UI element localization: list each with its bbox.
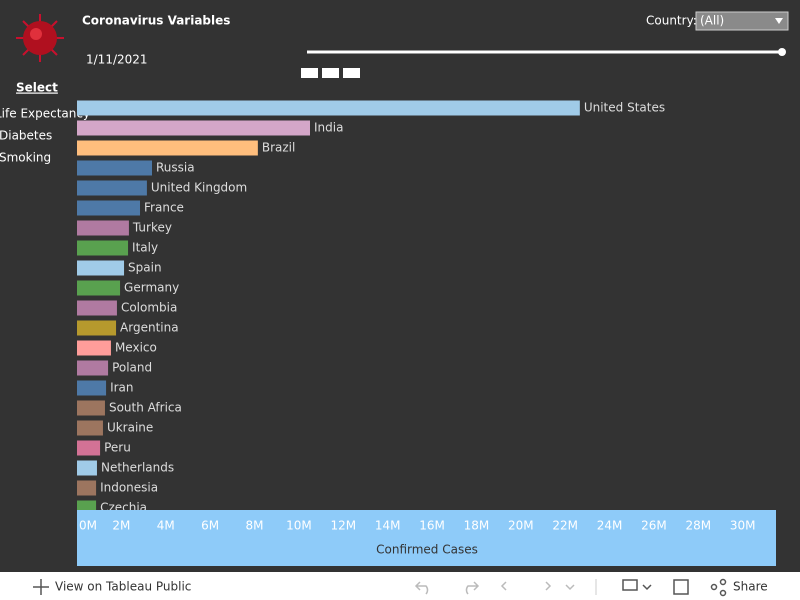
history-buttons[interactable] — [414, 581, 575, 595]
bar-label: Germany — [124, 281, 179, 295]
x-tick-label: 18M — [464, 519, 490, 533]
bar — [77, 440, 101, 456]
bar-label: Turkey — [132, 221, 172, 235]
bar-label: Argentina — [120, 321, 179, 335]
bar — [77, 260, 125, 276]
bar-label: India — [314, 121, 343, 135]
bar-label: Indonesia — [100, 481, 158, 495]
x-tick-label: 28M — [686, 519, 712, 533]
bar — [77, 280, 121, 296]
bar-label: Poland — [112, 361, 152, 375]
filter-label: Country: — [646, 14, 697, 28]
x-tick-label: 30M — [730, 519, 756, 533]
bar-label: Peru — [104, 441, 131, 455]
title: Coronavirus Variables — [82, 14, 230, 28]
bar — [77, 360, 109, 376]
x-axis-title: Confirmed Cases — [376, 543, 478, 557]
x-tick-label: 0M — [79, 519, 97, 533]
bar — [77, 100, 580, 116]
bar — [77, 240, 129, 256]
bar-label: United States — [584, 101, 665, 115]
bar-label: Mexico — [115, 341, 157, 355]
bar — [77, 500, 97, 510]
bar-label: Ukraine — [107, 421, 153, 435]
dropdown-arrow — [775, 18, 783, 24]
bar-label: Colombia — [121, 301, 177, 315]
bar-label: Iran — [110, 381, 133, 395]
x-tick-label: 6M — [201, 519, 219, 533]
date: 1/11/2021 — [86, 53, 148, 67]
x-tick-label: 4M — [157, 519, 175, 533]
share[interactable]: Share — [733, 580, 768, 594]
bar-label: Russia — [156, 161, 195, 175]
bar-label: Czechia — [100, 501, 147, 515]
bar-label: Italy — [132, 241, 158, 255]
bar — [77, 400, 105, 416]
filter-value: (All) — [700, 14, 724, 28]
tableau-icon — [33, 579, 49, 595]
bar — [77, 480, 97, 496]
bar — [77, 320, 117, 336]
x-tick-label: 10M — [286, 519, 312, 533]
bar — [77, 200, 141, 216]
sidebar-item[interactable]: Diabetes — [0, 129, 52, 143]
bar — [77, 420, 103, 436]
bar — [77, 340, 111, 356]
x-tick-label: 26M — [641, 519, 667, 533]
view-link[interactable]: View on Tableau Public — [55, 580, 191, 594]
bar-label: South Africa — [109, 401, 182, 415]
x-tick-label: 22M — [552, 519, 578, 533]
toolbar — [0, 572, 800, 600]
filter-dropdown[interactable] — [695, 11, 789, 31]
x-axis: 0M 2M 4M 6M 8M 10M 12M 14M 16M 18M 20M 22M 24M 26M 28M… — [79, 519, 756, 533]
x-tick-label: 8M — [246, 519, 264, 533]
plot: United States India Brazil Russia United Kin… — [77, 100, 665, 515]
x-tick-label: 20M — [508, 519, 534, 533]
bar — [77, 460, 97, 476]
bar — [77, 180, 147, 196]
bar — [77, 120, 310, 136]
virus-icon — [16, 14, 64, 62]
bar-label: Netherlands — [101, 461, 174, 475]
x-tick-label: 16M — [419, 519, 445, 533]
x-tick-label: 24M — [597, 519, 623, 533]
bar-label: France — [144, 201, 184, 215]
background — [0, 0, 800, 572]
bar — [77, 160, 153, 176]
x-tick-label: 12M — [330, 519, 356, 533]
sidebar-item[interactable]: Smoking — [0, 151, 51, 165]
x-tick-label: 14M — [375, 519, 401, 533]
sidebar-heading: Select — [16, 81, 58, 95]
bar — [77, 220, 129, 236]
bar-label: Brazil — [262, 141, 296, 155]
bar-label: United Kingdom — [151, 181, 247, 195]
x-axis-band — [77, 510, 776, 566]
sidebar-item[interactable]: Life Expectancy — [0, 107, 90, 121]
toolbar-buttons[interactable] — [622, 578, 727, 597]
slider-handle[interactable] — [778, 48, 786, 56]
bar — [77, 380, 107, 396]
bar — [77, 300, 117, 316]
bar — [77, 140, 258, 156]
bar-label: Spain — [128, 261, 162, 275]
x-tick-label: 2M — [112, 519, 130, 533]
playback-controls[interactable] — [301, 68, 360, 78]
